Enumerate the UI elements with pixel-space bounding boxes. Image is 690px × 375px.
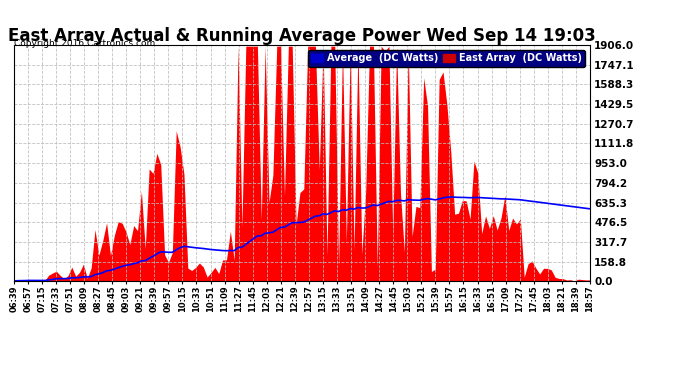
Text: Copyright 2016 Cartronics.com: Copyright 2016 Cartronics.com	[14, 39, 155, 48]
Title: East Array Actual & Running Average Power Wed Sep 14 19:03: East Array Actual & Running Average Powe…	[8, 27, 595, 45]
Legend: Average  (DC Watts), East Array  (DC Watts): Average (DC Watts), East Array (DC Watts…	[308, 50, 585, 67]
